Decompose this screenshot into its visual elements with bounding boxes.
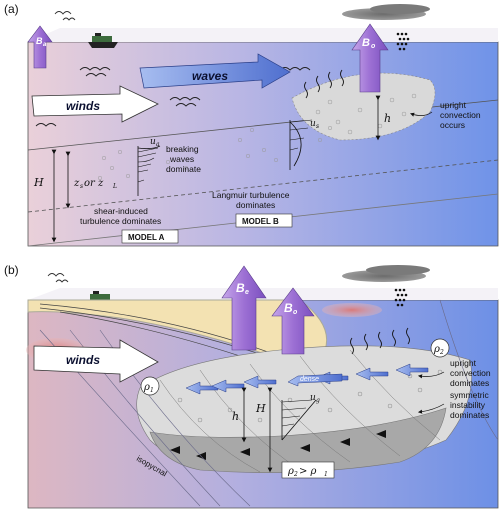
ug-label: u bbox=[310, 393, 316, 403]
breaking-text-1: breaking bbox=[166, 144, 199, 154]
shear-text-2: turbulence dominates bbox=[80, 216, 161, 226]
zl-label: or z bbox=[84, 178, 104, 189]
winds-label-b: winds bbox=[66, 353, 100, 367]
ua-langmuir: u bbox=[310, 119, 316, 129]
birds-icon-b bbox=[47, 273, 69, 283]
flux-e-label: B bbox=[236, 281, 245, 295]
flux-big-label: B bbox=[362, 37, 370, 49]
rho-comparison-box: ρ 2 > ρ 1 bbox=[281, 461, 335, 479]
panel-b-label: (b) bbox=[4, 263, 19, 277]
symmetric-text-2: instability bbox=[450, 400, 486, 410]
H-dimension-a: H bbox=[33, 149, 57, 243]
flow-arrows-b bbox=[185, 363, 429, 395]
zl-sub: L bbox=[112, 183, 117, 190]
h-dimension-b: h bbox=[232, 387, 247, 443]
buoyancy-flux-arrow-e: B e bbox=[221, 265, 267, 351]
rain-icon bbox=[396, 32, 410, 51]
langmuir-text-2: dominates bbox=[236, 200, 275, 210]
flux-o-sub: o bbox=[293, 309, 298, 316]
geostrophic-profile: u g bbox=[281, 393, 320, 441]
shear-text-1: shear-induced bbox=[94, 206, 148, 216]
cloud-icon bbox=[342, 4, 430, 20]
ua-langmuir-sub: s bbox=[316, 123, 319, 130]
buoyancy-flux-arrow-big-a: B o bbox=[351, 23, 389, 93]
model-a-box: MODEL A bbox=[121, 229, 179, 244]
model-a-label: MODEL A bbox=[128, 233, 165, 242]
rho2-sub: 2 bbox=[439, 349, 444, 356]
rho-compare-1-sub: 2 bbox=[293, 471, 298, 478]
H-label-a: H bbox=[33, 176, 44, 189]
flux-small-sub: a bbox=[43, 42, 47, 48]
rho1-label: ρ bbox=[143, 382, 150, 393]
wave-icons-a bbox=[35, 67, 311, 127]
winds-arrow-a: winds bbox=[31, 85, 159, 123]
zs-sub: s bbox=[80, 183, 83, 190]
waves-label: waves bbox=[192, 69, 228, 83]
panel-a-label: (a) bbox=[4, 2, 19, 16]
rho1-marker: ρ 1 bbox=[140, 376, 160, 396]
H-label-b: H bbox=[255, 402, 266, 415]
warm-patch-2 bbox=[322, 303, 382, 317]
langmuir-text-1: Langmuir turbulence bbox=[212, 190, 290, 200]
birds-icon bbox=[54, 11, 76, 21]
buoyancy-flux-arrow-small-a: B a bbox=[27, 25, 53, 69]
ship-icon bbox=[88, 33, 118, 48]
breaking-text-2: waves bbox=[169, 154, 194, 164]
flux-big-sub: o bbox=[371, 43, 376, 50]
upright-text-1: upright bbox=[450, 358, 477, 368]
waves-arrow: waves bbox=[139, 53, 291, 89]
flux-small-label: B bbox=[36, 36, 43, 46]
h-label-a: h bbox=[384, 112, 391, 125]
rho-compare-2-sub: 1 bbox=[324, 471, 328, 478]
rho-compare-2: > ρ bbox=[299, 466, 317, 477]
convection-text-2: convection bbox=[440, 110, 481, 120]
breaking-waves-profile: u a breaking waves dominate bbox=[97, 137, 201, 196]
h-dimension-a: h bbox=[375, 95, 391, 141]
zs-dimension-a: z s or z L bbox=[65, 151, 117, 209]
ug-sub: g bbox=[316, 397, 320, 404]
ua-breaking: u bbox=[150, 137, 156, 147]
panel-a: (a) B a bbox=[4, 2, 499, 247]
buoyancy-flux-arrow-o: B o bbox=[271, 287, 315, 355]
upright-text-3: dominates bbox=[450, 378, 489, 388]
flux-e-sub: e bbox=[245, 289, 249, 296]
symmetric-annotation-b: symmetric instability dominates bbox=[417, 390, 489, 420]
symmetric-text-1: symmetric bbox=[450, 390, 489, 400]
convection-annotation-a: upright convection occurs bbox=[410, 100, 481, 130]
zs-label: z bbox=[73, 178, 80, 189]
mixed-layer-base-dashed-a bbox=[27, 159, 499, 213]
cloud-icon-b bbox=[342, 265, 430, 282]
rho-compare-1: ρ bbox=[287, 466, 294, 477]
upright-annotation-b: upright convection dominates bbox=[417, 358, 491, 388]
winds-arrow-b: winds bbox=[33, 339, 159, 383]
rho1-sub: 1 bbox=[150, 387, 154, 394]
model-b-box: MODEL B bbox=[235, 213, 293, 228]
H-dimension-b: H bbox=[255, 387, 273, 473]
rho2-marker: ρ 2 bbox=[430, 338, 450, 358]
dense-label: dense bbox=[300, 376, 319, 383]
model-b-label: MODEL B bbox=[242, 217, 279, 226]
panel-b: (b) bbox=[4, 263, 499, 509]
convective-plumes-a bbox=[304, 69, 344, 99]
langmuir-profile: u s Langmuir turbulence dominates bbox=[212, 119, 333, 210]
convection-text-1: upright bbox=[440, 100, 467, 110]
flux-o-label: B bbox=[284, 301, 293, 315]
convection-text-3: occurs bbox=[440, 120, 465, 130]
h-label-b: h bbox=[232, 410, 239, 423]
rain-icon-b bbox=[394, 288, 408, 307]
symmetric-text-3: dominates bbox=[450, 410, 489, 420]
breaking-text-3: dominate bbox=[166, 164, 201, 174]
winds-label-a: winds bbox=[66, 99, 100, 113]
rho2-label: ρ bbox=[433, 344, 440, 355]
upright-text-2: convection bbox=[450, 368, 491, 378]
convective-plumes-b bbox=[350, 327, 410, 355]
ua-breaking-sub: a bbox=[156, 141, 160, 148]
mixed-layer-b bbox=[136, 345, 472, 473]
